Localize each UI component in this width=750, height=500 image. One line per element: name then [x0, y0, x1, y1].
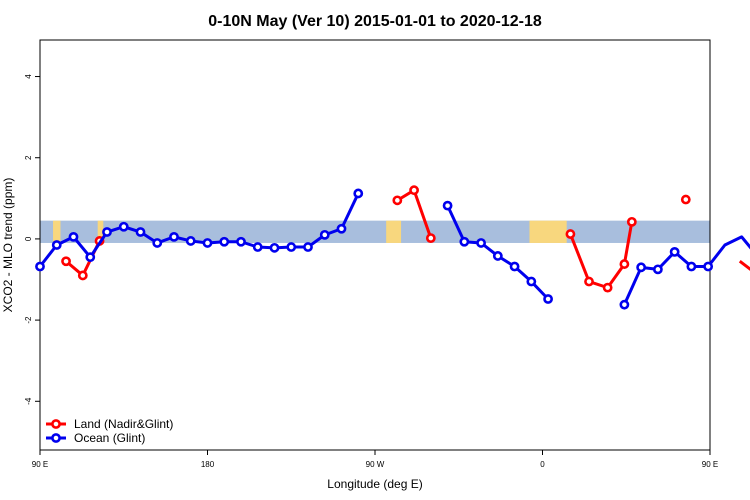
data-point	[102, 227, 112, 237]
data-point	[85, 252, 96, 263]
data-point	[336, 223, 347, 234]
land-band-segment	[386, 220, 402, 243]
y-tick-label: -4	[24, 397, 33, 405]
data-point	[652, 264, 663, 275]
data-point	[61, 256, 71, 267]
series-line	[738, 260, 750, 271]
data-point	[680, 194, 691, 205]
data-point	[319, 229, 330, 240]
x-tick-label: 90 W	[366, 460, 385, 469]
y-axis-label: XCO2 - MLO trend (ppm)	[1, 178, 15, 313]
land-band-segment	[529, 220, 567, 243]
x-axis-label: Longitude (deg E)	[327, 477, 422, 491]
data-point	[409, 185, 419, 196]
x-axis: 90 E 180 90 W 0 90 E	[32, 450, 718, 469]
data-point	[236, 236, 246, 247]
data-point	[185, 236, 196, 246]
land-band-segment	[97, 220, 104, 243]
data-point	[619, 299, 630, 310]
legend-label: Ocean (Glint)	[74, 431, 145, 445]
data-point	[425, 233, 436, 243]
data-point	[77, 270, 88, 281]
data-point	[269, 242, 280, 253]
data-point	[353, 188, 364, 199]
data-point	[543, 294, 553, 304]
series-ocean	[35, 188, 750, 310]
data-point	[626, 216, 637, 227]
data-point	[303, 242, 313, 252]
y-tick-label: -2	[24, 316, 33, 324]
data-point	[565, 229, 576, 239]
data-point	[619, 259, 630, 269]
series-layer	[35, 185, 750, 310]
data-point	[51, 240, 62, 250]
data-point	[476, 238, 486, 248]
plot-frame	[39, 39, 711, 451]
land-band-segment	[53, 220, 61, 243]
data-point	[669, 247, 680, 257]
data-point	[509, 261, 520, 272]
data-point	[118, 221, 129, 232]
data-point	[152, 238, 163, 248]
data-point	[703, 261, 714, 272]
data-point	[442, 200, 453, 211]
x-tick-label: 180	[201, 460, 215, 469]
x-tick-label: 90 E	[702, 460, 718, 469]
data-point	[459, 236, 470, 247]
data-point	[686, 261, 697, 272]
data-point	[219, 236, 230, 247]
legend-marker	[51, 433, 61, 443]
data-point	[169, 231, 179, 242]
y-tick-label: 4	[24, 74, 33, 79]
y-tick-label: 2	[24, 155, 33, 160]
data-point	[135, 227, 146, 237]
data-point	[392, 195, 403, 206]
x-tick-label: 90 E	[32, 460, 48, 469]
legend: Land (Nadir&Glint)Ocean (Glint)	[46, 417, 173, 445]
x-tick-label: 0	[540, 460, 545, 469]
data-point	[602, 282, 613, 293]
data-point	[584, 276, 594, 287]
y-axis: -4 -2 0 2 4	[24, 74, 40, 405]
data-point	[252, 242, 263, 252]
data-point	[492, 251, 503, 261]
data-point	[68, 231, 79, 242]
data-point	[286, 242, 297, 252]
legend-marker	[51, 419, 61, 429]
data-point	[202, 238, 213, 248]
data-point	[636, 262, 647, 273]
data-point	[35, 261, 45, 272]
data-point	[526, 276, 537, 287]
y-tick-label: 0	[24, 236, 33, 241]
chart-title: 0-10N May (Ver 10) 2015-01-01 to 2020-12…	[208, 13, 542, 30]
background-band	[40, 220, 710, 243]
legend-label: Land (Nadir&Glint)	[74, 417, 173, 431]
